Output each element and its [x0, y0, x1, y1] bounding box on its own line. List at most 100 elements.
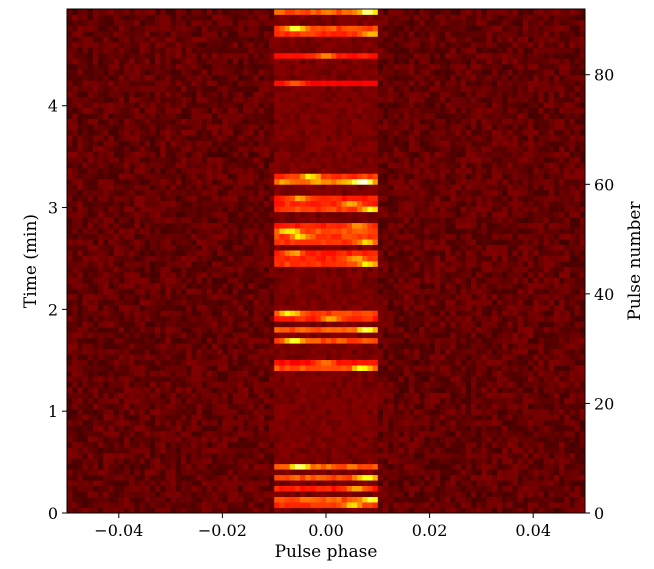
heatmap-cell	[98, 326, 104, 333]
heatmap-cell	[129, 452, 135, 459]
heatmap-cell	[491, 496, 498, 503]
heatmap-cell	[310, 299, 317, 306]
heatmap-cell	[144, 387, 151, 393]
heatmap-cell	[331, 491, 337, 497]
heatmap-cell	[522, 507, 529, 514]
heatmap-cell	[398, 507, 405, 514]
heatmap-cell	[170, 469, 177, 476]
heatmap-cell	[512, 387, 519, 393]
heatmap-cell	[77, 282, 83, 289]
heatmap-cell	[305, 430, 311, 437]
heatmap-cell	[196, 332, 203, 339]
heatmap-cell	[149, 288, 156, 295]
heatmap-cell	[533, 496, 539, 503]
heatmap-cell	[507, 452, 513, 459]
heatmap-cell	[320, 332, 327, 339]
heatmap-cell	[439, 397, 446, 404]
heatmap-cell	[553, 458, 560, 465]
heatmap-cell	[222, 397, 228, 404]
heatmap-cell	[372, 348, 379, 355]
heatmap-cell	[129, 261, 135, 267]
heatmap-cell	[77, 430, 83, 437]
heatmap-cell	[279, 354, 285, 361]
heatmap-cell	[538, 397, 544, 404]
heatmap-cell	[382, 348, 389, 355]
heatmap-cell	[237, 250, 244, 256]
heatmap-cell	[108, 447, 115, 454]
heatmap-cell	[507, 507, 513, 514]
heatmap-cell	[502, 370, 508, 377]
heatmap-cell	[217, 288, 223, 295]
heatmap-cell	[351, 447, 358, 454]
heatmap-cell	[502, 250, 508, 256]
heatmap-cell	[460, 502, 467, 508]
heatmap-cell	[279, 337, 285, 344]
heatmap-cell	[134, 397, 140, 404]
heatmap-cell	[87, 337, 94, 344]
heatmap-cell	[139, 441, 146, 448]
heatmap-cell	[491, 397, 498, 404]
heatmap-cell	[450, 496, 456, 503]
heatmap-cell	[507, 250, 513, 256]
heatmap-cell	[82, 326, 89, 333]
heatmap-cell	[553, 282, 560, 289]
heatmap-cell	[538, 271, 544, 278]
heatmap-cell	[108, 277, 115, 284]
heatmap-cell	[212, 408, 218, 415]
heatmap-cell	[165, 447, 171, 454]
heatmap-cell	[476, 337, 482, 344]
heatmap-cell	[149, 430, 156, 437]
heatmap-cell	[450, 244, 456, 251]
heatmap-cell	[108, 485, 115, 492]
heatmap-cell	[149, 310, 156, 317]
heatmap-cell	[253, 239, 260, 245]
heatmap-cell	[460, 277, 467, 284]
heatmap-cell	[222, 282, 228, 289]
heatmap-cell	[372, 485, 379, 492]
heatmap-cell	[393, 282, 399, 289]
heatmap-cell	[533, 337, 539, 344]
heatmap-cell	[305, 447, 311, 454]
heatmap-cell	[496, 293, 503, 300]
heatmap-cell	[269, 414, 275, 421]
heatmap-cell	[351, 266, 358, 273]
heatmap-cell	[414, 469, 420, 476]
heatmap-cell	[77, 463, 83, 470]
heatmap-cell	[574, 277, 581, 284]
heatmap-cell	[258, 447, 265, 454]
heatmap-cell	[548, 255, 555, 262]
heatmap-cell	[144, 436, 151, 443]
heatmap-cell	[512, 304, 519, 311]
heatmap-cell	[564, 376, 570, 382]
heatmap-cell	[471, 485, 477, 492]
heatmap-cell	[175, 430, 182, 437]
heatmap-cell	[496, 408, 503, 415]
heatmap-cell	[237, 387, 244, 393]
heatmap-cell	[77, 474, 83, 481]
heatmap-cell	[222, 310, 228, 317]
heatmap-cell	[201, 458, 208, 465]
heatmap-cell	[170, 310, 177, 317]
heatmap-cell	[144, 343, 151, 350]
heatmap-cell	[77, 491, 83, 497]
heatmap-cell	[243, 250, 249, 256]
heatmap-cell	[243, 348, 249, 355]
heatmap-cell	[491, 299, 498, 306]
heatmap-cell	[310, 458, 317, 465]
heatmap-cell	[180, 436, 187, 443]
heatmap-cell	[315, 452, 322, 459]
heatmap-cell	[538, 392, 544, 399]
heatmap-cell	[269, 441, 275, 448]
heatmap-cell	[165, 441, 171, 448]
heatmap-cell	[351, 310, 358, 317]
heatmap-cell	[305, 315, 311, 322]
heatmap-cell	[553, 348, 560, 355]
heatmap-cell	[149, 261, 156, 267]
heatmap-cell	[253, 304, 260, 311]
heatmap-cell	[108, 288, 115, 295]
heatmap-cell	[222, 288, 228, 295]
heatmap-cell	[123, 507, 130, 514]
heatmap-cell	[279, 403, 285, 410]
heatmap-cell	[408, 348, 415, 355]
heatmap-cell	[403, 288, 410, 295]
